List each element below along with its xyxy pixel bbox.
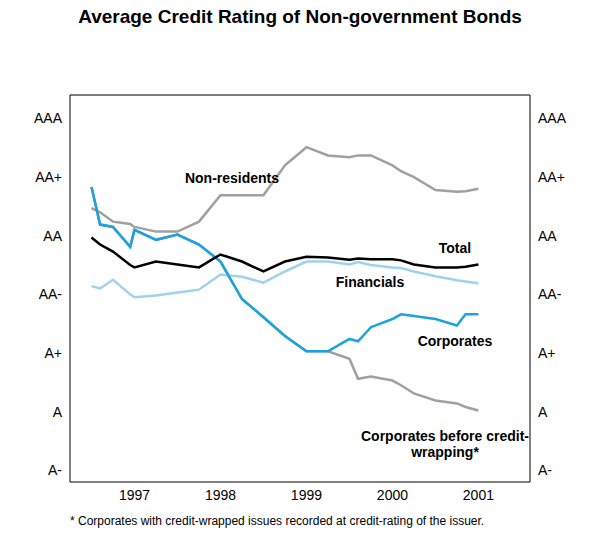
html-text:Total: Total — [438, 240, 472, 256]
svg-text:2000: 2000 — [377, 487, 408, 503]
svg-text:AAA: AAA — [538, 110, 567, 126]
html-text:* Corporates with credit-wrapp: * Corporates with credit-wrapped issues … — [70, 514, 485, 528]
html-text:Corporates before credit-wrapp: Corporates before credit-wrapping* — [361, 428, 529, 460]
svg-text:AA-: AA- — [39, 286, 63, 302]
svg-text:1999: 1999 — [291, 487, 322, 503]
html-text:Financials: Financials — [335, 274, 405, 290]
html-text:Non-residents: Non-residents — [184, 170, 280, 186]
svg-text:A+: A+ — [538, 345, 556, 361]
svg-text:A: A — [53, 404, 63, 420]
svg-text:1997: 1997 — [119, 487, 150, 503]
svg-text:1998: 1998 — [205, 487, 236, 503]
svg-text:AA: AA — [538, 228, 557, 244]
svg-text:A: A — [538, 404, 548, 420]
svg-text:A+: A+ — [44, 345, 62, 361]
svg-text:AA: AA — [43, 228, 62, 244]
svg-text:AA+: AA+ — [538, 169, 565, 185]
svg-text:AA+: AA+ — [35, 169, 62, 185]
svg-text:A-: A- — [538, 462, 552, 478]
svg-text:A-: A- — [48, 462, 62, 478]
svg-text:AA-: AA- — [538, 286, 562, 302]
svg-text:AAA: AAA — [34, 110, 63, 126]
html-text:Average Credit Rating of Non-g: Average Credit Rating of Non-government … — [78, 6, 522, 27]
html-text:Corporates: Corporates — [417, 333, 493, 349]
svg-text:2001: 2001 — [463, 487, 494, 503]
